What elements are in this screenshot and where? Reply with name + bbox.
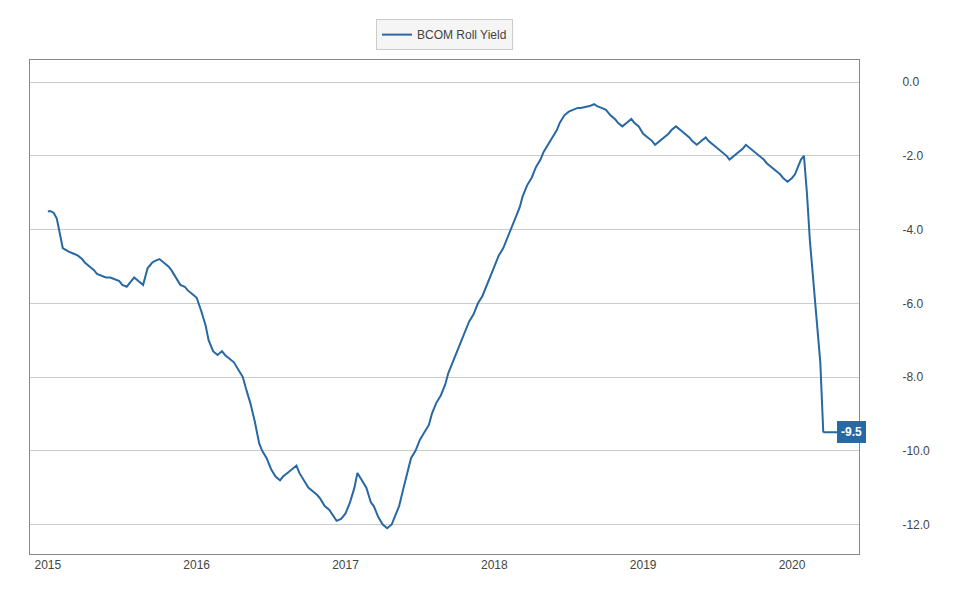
svg-text:2015: 2015	[35, 558, 62, 572]
svg-text:-4.0: -4.0	[902, 223, 923, 237]
svg-text:-9.5: -9.5	[841, 425, 862, 439]
svg-text:0.0: 0.0	[902, 75, 919, 89]
svg-text:-2.0: -2.0	[902, 149, 923, 163]
svg-text:2019: 2019	[630, 558, 657, 572]
svg-text:2016: 2016	[183, 558, 210, 572]
svg-text:-12.0: -12.0	[902, 518, 930, 532]
svg-text:-6.0: -6.0	[902, 297, 923, 311]
svg-text:-10.0: -10.0	[902, 444, 930, 458]
svg-text:BCOM Roll Yield: BCOM Roll Yield	[417, 28, 506, 42]
svg-text:2017: 2017	[332, 558, 359, 572]
svg-text:-8.0: -8.0	[902, 370, 923, 384]
svg-text:2018: 2018	[481, 558, 508, 572]
svg-text:2020: 2020	[779, 558, 806, 572]
